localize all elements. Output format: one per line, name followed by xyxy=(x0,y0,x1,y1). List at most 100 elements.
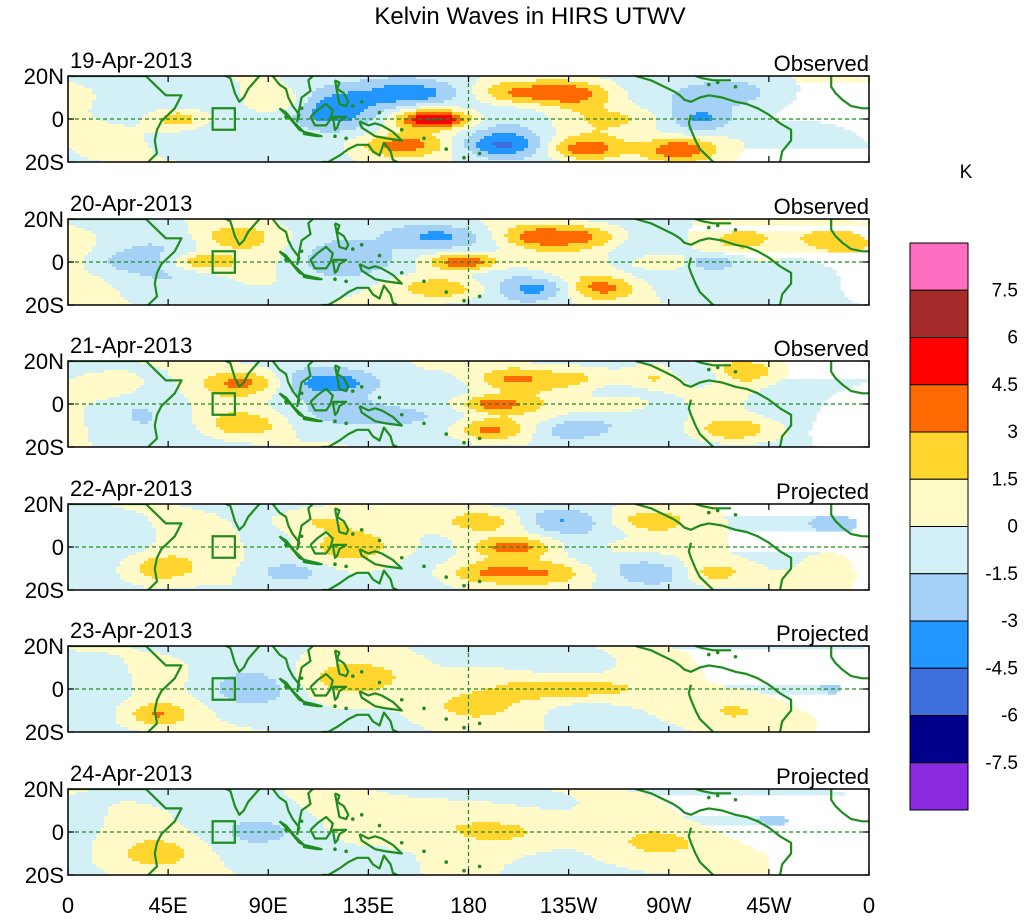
island-dot xyxy=(477,436,482,441)
coastline-caribbean xyxy=(695,789,731,795)
island-dot xyxy=(399,555,404,560)
colorbar-label: 0 xyxy=(1007,517,1018,538)
x-tick-label: 90W xyxy=(646,893,691,918)
coastline-west_africa xyxy=(830,789,869,823)
island-dot xyxy=(715,650,720,655)
colorbar-label: 6 xyxy=(1007,328,1018,349)
y-tick-label: 20N xyxy=(24,64,64,89)
coastline-philippines xyxy=(333,649,350,678)
island-dot xyxy=(707,82,711,87)
y-tick-label: 20N xyxy=(24,634,64,659)
colorbar-swatch xyxy=(909,667,969,716)
island-dot xyxy=(359,385,364,389)
coastline-borneo xyxy=(309,387,334,412)
panel-date: 21-Apr-2013 xyxy=(70,333,192,358)
coastline-philippines xyxy=(333,364,350,393)
island-dot xyxy=(462,298,466,303)
panel-status: Observed xyxy=(774,336,869,361)
coastline-india xyxy=(223,789,262,816)
coastlines xyxy=(68,361,869,447)
coastlines xyxy=(68,219,869,305)
coastline-java xyxy=(302,415,323,423)
y-tick-label: 20S xyxy=(25,863,64,888)
coastline-africa xyxy=(68,76,183,162)
island-dot xyxy=(444,147,449,151)
coastline-borneo xyxy=(309,245,334,270)
colorbar-label: -4.5 xyxy=(985,658,1018,679)
coastline-west_africa xyxy=(830,646,869,680)
island-dot xyxy=(359,243,364,247)
panel-3: 20N 0 20S 21-Apr-2013 Observed xyxy=(24,333,870,460)
island-dot xyxy=(733,369,738,374)
island-dot xyxy=(733,654,738,659)
colorbar-swatch xyxy=(909,620,969,669)
coastline-south_america_west xyxy=(687,684,715,732)
panel-1: 20N 0 20S 19-Apr-2013 Observed xyxy=(24,48,870,175)
island-dot xyxy=(477,721,482,726)
island-dot xyxy=(359,528,364,532)
panel-5: 20N 0 20S 23-Apr-2013 Projected xyxy=(24,618,870,745)
island-dot xyxy=(715,508,720,513)
island-dot xyxy=(462,440,466,445)
panel-status: Projected xyxy=(776,764,869,789)
panel-2: 20N 0 20S 20-Apr-2013 Observed xyxy=(24,191,870,318)
y-tick-label: 20S xyxy=(25,720,64,745)
island-dot xyxy=(462,868,466,873)
coastline-sulawesi xyxy=(331,828,348,844)
island-dot xyxy=(733,512,738,517)
colorbar-swatch xyxy=(909,762,969,811)
island-dot xyxy=(399,697,404,702)
coastline-india xyxy=(223,361,262,388)
coastline-new_guinea xyxy=(358,120,403,142)
x-tick-label: 135W xyxy=(540,893,598,918)
anomaly-field xyxy=(68,646,865,732)
colorbar-swatch xyxy=(909,431,969,480)
coastline-central_america xyxy=(635,504,793,590)
coastline-se_asia xyxy=(271,219,314,266)
colorbar-label: 7.5 xyxy=(992,280,1018,301)
x-axis: 0 45E 90E 135E 180 135W 90W 45W 0 xyxy=(62,893,875,918)
reference-box xyxy=(211,107,236,131)
coastline-africa xyxy=(68,789,183,875)
reference-box xyxy=(211,820,236,844)
y-tick-label: 0 xyxy=(52,677,64,702)
island-dot xyxy=(377,395,382,400)
island-dot xyxy=(444,575,449,579)
island-dot xyxy=(284,685,288,689)
island-dot xyxy=(462,725,466,730)
x-tick-label: 45W xyxy=(746,893,791,918)
coastline-sulawesi xyxy=(331,685,348,701)
coastline-borneo xyxy=(309,815,334,840)
island-dot xyxy=(344,279,348,284)
colorbar-label: -3 xyxy=(1001,611,1018,632)
island-dot xyxy=(422,706,426,711)
coastline-caribbean xyxy=(695,219,731,225)
island-dot xyxy=(344,849,348,854)
x-tick-label: 135E xyxy=(343,893,394,918)
island-dot xyxy=(299,249,304,254)
coastline-south_america_west xyxy=(687,257,715,305)
panel-date: 19-Apr-2013 xyxy=(70,48,192,73)
colorbar-label: 3 xyxy=(1007,422,1018,443)
island-dot xyxy=(715,80,720,85)
panel-6: 20N 0 20S 24-Apr-2013 Projected xyxy=(24,761,870,888)
island-dot xyxy=(444,860,449,864)
island-dot xyxy=(422,136,426,141)
coastline-philippines xyxy=(333,792,350,821)
y-tick-label: 0 xyxy=(52,820,64,845)
coastline-sulawesi xyxy=(331,258,348,274)
island-dot xyxy=(462,155,466,160)
x-tick-label: 45E xyxy=(149,893,188,918)
island-dot xyxy=(344,136,348,141)
coastline-se_asia xyxy=(271,361,314,408)
colorbar-swatch xyxy=(909,478,969,527)
panel-status: Projected xyxy=(776,479,869,504)
island-dot xyxy=(344,706,348,711)
coastline-australia xyxy=(321,426,398,447)
coastline-australia xyxy=(321,569,398,590)
coastline-australia xyxy=(321,711,398,732)
island-dot xyxy=(377,110,382,115)
y-tick-label: 20N xyxy=(24,349,64,374)
coastline-africa xyxy=(68,504,183,590)
